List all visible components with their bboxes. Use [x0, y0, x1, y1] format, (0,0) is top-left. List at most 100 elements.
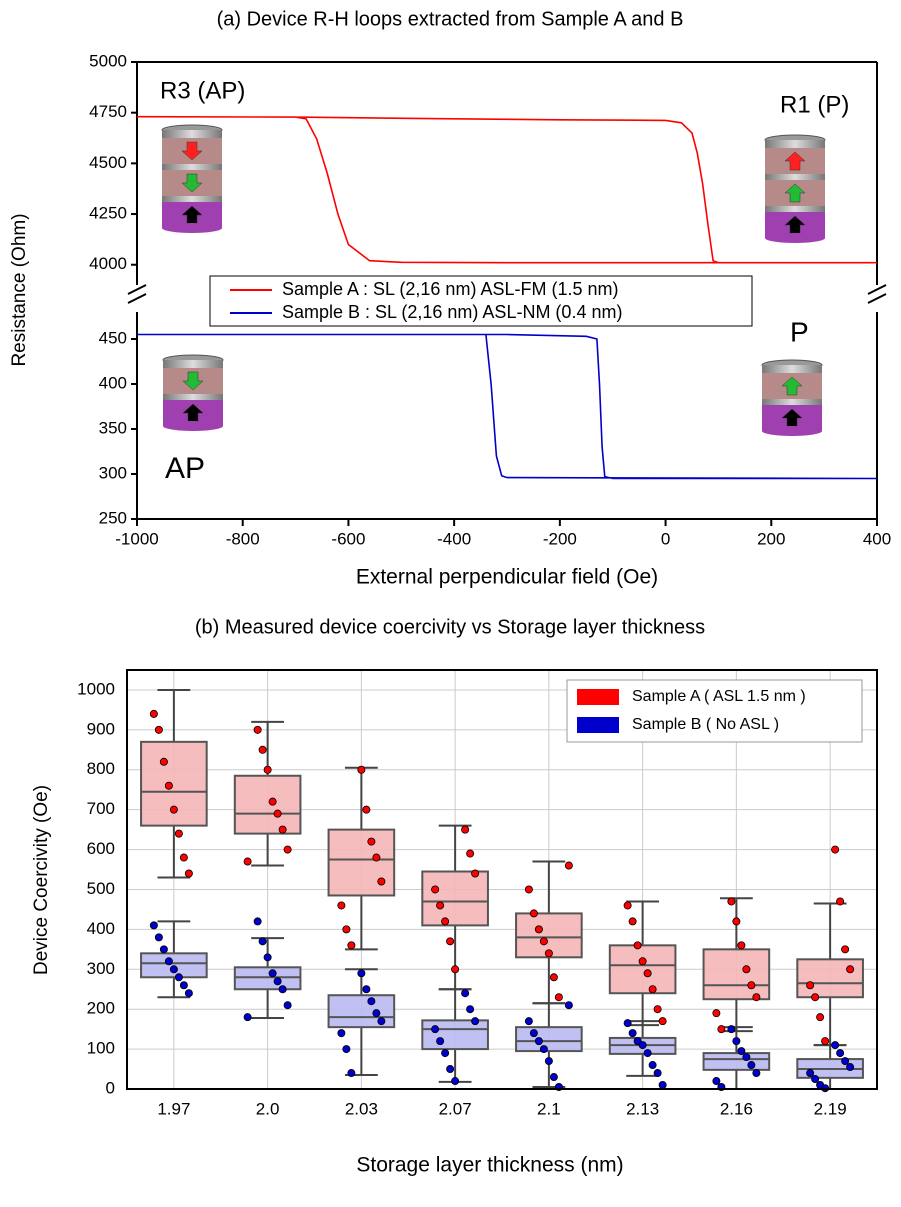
- data-point: [253, 917, 262, 926]
- data-point: [524, 885, 533, 894]
- y-tick-label: 300: [87, 959, 115, 978]
- data-point: [367, 997, 376, 1006]
- data-point: [347, 941, 356, 950]
- data-point: [821, 1037, 830, 1046]
- box-body: [327, 828, 396, 897]
- data-point: [648, 985, 657, 994]
- data-point: [377, 877, 386, 886]
- data-point: [362, 985, 371, 994]
- x-tick-label: 2.03: [345, 1099, 378, 1118]
- y-tick-label: 400: [99, 373, 127, 392]
- data-point: [367, 837, 376, 846]
- data-point: [549, 973, 558, 982]
- x-axis-label: External perpendicular field (Oe): [356, 566, 658, 589]
- data-point: [539, 937, 548, 946]
- data-point: [268, 969, 277, 978]
- box: [608, 900, 677, 1027]
- data-point: [184, 989, 193, 998]
- icon-bottom: [765, 233, 825, 243]
- icon-arrow: [781, 376, 803, 396]
- data-point: [712, 1009, 721, 1018]
- data-point: [524, 1017, 533, 1026]
- x-tick-label: -800: [226, 529, 260, 548]
- data-point: [441, 1049, 450, 1058]
- data-point: [263, 765, 272, 774]
- data-point: [836, 1049, 845, 1058]
- legend-label: Sample B ( No ASL ): [632, 716, 779, 733]
- x-axis-label: Storage layer thickness (nm): [356, 1154, 623, 1177]
- x-tick-label: -600: [331, 529, 365, 548]
- icon-arrow: [784, 183, 806, 203]
- chart-title: (a) Device R-H loops extracted from Samp…: [217, 8, 684, 30]
- y-axis-label: Resistance (Ohm): [9, 213, 30, 366]
- box: [421, 824, 489, 991]
- data-point: [841, 945, 850, 954]
- data-point: [727, 897, 736, 906]
- y-tick-label: 0: [106, 1078, 115, 1097]
- data-point: [732, 1037, 741, 1046]
- y-tick-label: 4000: [89, 254, 127, 273]
- icon-arrow: [182, 371, 204, 391]
- data-point: [283, 845, 292, 854]
- data-point: [564, 1001, 573, 1010]
- box: [233, 720, 302, 867]
- data-point: [727, 1025, 736, 1034]
- data-point: [717, 1025, 726, 1034]
- data-point: [544, 1057, 553, 1066]
- data-point: [633, 941, 642, 950]
- data-point: [831, 845, 840, 854]
- data-point: [431, 885, 440, 894]
- data-point: [534, 925, 543, 934]
- data-point: [742, 965, 751, 974]
- y-tick-label: 400: [87, 919, 115, 938]
- data-point: [263, 953, 272, 962]
- data-point: [564, 861, 573, 870]
- data-point: [258, 745, 267, 754]
- y-tick-label: 100: [87, 1039, 115, 1058]
- data-point: [431, 1025, 440, 1034]
- data-point: [154, 725, 163, 734]
- data-point: [164, 957, 173, 966]
- axis-break: [127, 293, 147, 304]
- box-body: [515, 1026, 583, 1053]
- data-point: [529, 1029, 538, 1038]
- x-tick-label: 200: [757, 529, 785, 548]
- box-body: [796, 958, 864, 999]
- y-tick-label: 800: [87, 759, 115, 778]
- data-point: [534, 1037, 543, 1046]
- data-point: [539, 1045, 548, 1054]
- x-tick-label: 2.16: [720, 1099, 753, 1118]
- data-point: [357, 969, 366, 978]
- data-point: [658, 1081, 667, 1090]
- data-point: [461, 989, 470, 998]
- data-point: [451, 965, 460, 974]
- data-point: [273, 977, 282, 986]
- y-tick-label: 4500: [89, 153, 127, 172]
- box: [702, 897, 771, 1033]
- box-body: [608, 944, 677, 995]
- icon-cap: [765, 140, 825, 148]
- icon-cap: [162, 130, 222, 138]
- annotation: P: [790, 316, 809, 347]
- data-point: [554, 993, 563, 1002]
- legend-box: [209, 275, 753, 327]
- data-point: [752, 1069, 761, 1078]
- data-point: [347, 1069, 356, 1078]
- data-point: [372, 853, 381, 862]
- data-point: [653, 1069, 662, 1078]
- data-point: [377, 1017, 386, 1026]
- data-point: [747, 981, 756, 990]
- y-tick-label: 450: [99, 328, 127, 347]
- data-point: [653, 1005, 662, 1014]
- data-point: [752, 993, 761, 1002]
- data-point: [149, 709, 158, 718]
- data-point: [179, 853, 188, 862]
- box-body: [233, 774, 302, 835]
- y-tick-label: 4250: [89, 204, 127, 223]
- y-tick-label: 5000: [89, 51, 127, 70]
- data-point: [732, 917, 741, 926]
- data-point: [268, 797, 277, 806]
- y-tick-label: 1000: [77, 679, 115, 698]
- data-point: [471, 869, 480, 878]
- legend-swatch: [577, 717, 619, 733]
